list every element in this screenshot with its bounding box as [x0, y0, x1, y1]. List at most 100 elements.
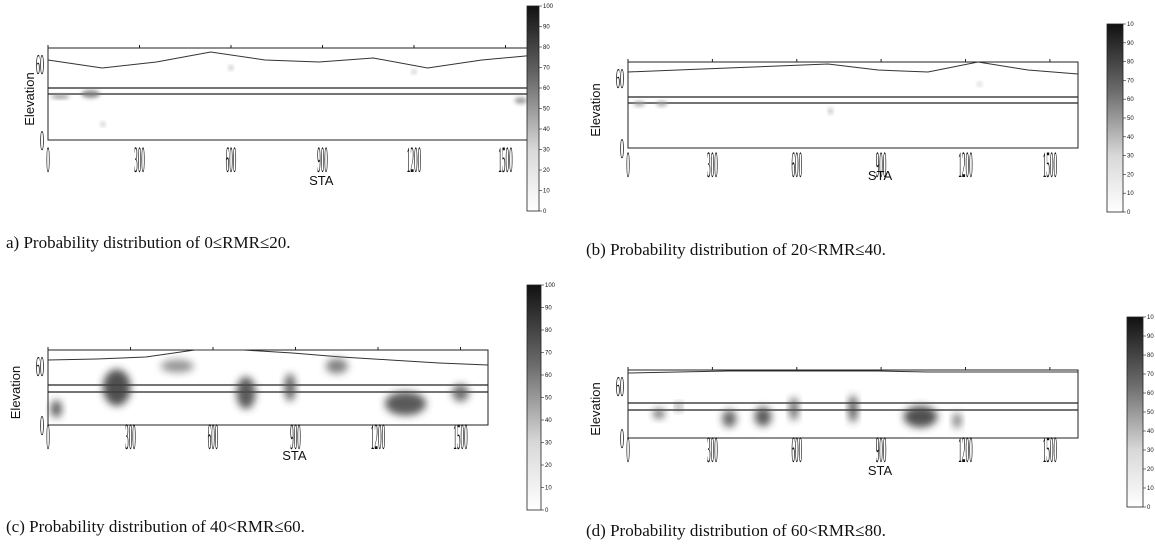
x-tick-label: 0: [626, 144, 630, 186]
colorbar-tick-label: 0: [1147, 505, 1151, 511]
plot-frame: [47, 349, 489, 426]
y-axis-title: Elevation: [8, 366, 23, 419]
panel-a: Elevation 0 60 0 300 600 900 1200 1500 STA 100 90 80…: [0, 0, 575, 275]
y-axis-title: Elevation: [22, 72, 37, 125]
colorbar-tick-label: 80: [545, 328, 552, 334]
y-tick-label: 0: [620, 132, 624, 165]
colorbar-tick-label: 10: [545, 486, 552, 492]
colorbar-tick-label: 30: [1127, 154, 1134, 160]
colorbar-tick-label: 20: [545, 463, 552, 469]
colorbar-tick-label: 40: [545, 418, 552, 424]
plot-frame: [627, 369, 1079, 439]
colorbar-tick-label: 0: [543, 209, 547, 215]
colorbar-tick-label: 10: [1147, 315, 1154, 321]
y-tick-label: 60: [36, 350, 44, 383]
colorbar-tick-label: 30: [1147, 448, 1154, 454]
x-axis-title: STA: [868, 168, 893, 183]
colorbar-tick-label: 60: [1147, 391, 1154, 397]
colorbar-tick-label: 20: [1127, 172, 1134, 178]
caption-c: (c) Probability distribution of 40<RMR≤6…: [6, 517, 305, 536]
ground-surface-line: [47, 51, 537, 69]
x-tick-label: 300: [707, 144, 718, 186]
probability-blob: [722, 409, 737, 428]
x-tick-label: 900: [290, 416, 301, 458]
colorbar-tick-label: 50: [543, 107, 550, 113]
x-axis-title: STA: [868, 463, 893, 478]
colorbar-tick-label: 70: [1147, 372, 1154, 378]
y-axis-title: Elevation: [588, 382, 603, 435]
colorbar-tick-label: 70: [545, 351, 552, 357]
y-tick-label: 0: [40, 124, 44, 157]
y-axis-title: Elevation: [588, 83, 603, 136]
panel-c: Elevation 0 60 0 300 600 900 1200 1500 STA 100 90 80…: [0, 275, 575, 545]
probability-blob: [675, 403, 682, 411]
x-tick-label: 300: [125, 416, 136, 458]
colorbar-tick-label: 90: [545, 306, 552, 312]
colorbar-tick-label: 30: [545, 441, 552, 447]
x-tick-label: 1200: [407, 139, 421, 181]
y-tick-label: 0: [40, 409, 44, 442]
probability-blob: [656, 101, 668, 107]
x-tick-label: 900: [317, 139, 328, 181]
colorbar-tick-label: 40: [543, 127, 550, 133]
probability-blob: [160, 359, 194, 373]
colorbar-tick-label: 90: [1147, 334, 1154, 340]
x-tick-label: 900: [876, 144, 887, 186]
colorbar-tick-label: 10: [543, 189, 550, 195]
x-tick-label: 300: [134, 139, 145, 181]
x-tick-label: 900: [876, 429, 887, 471]
colorbar-tick-label: 100: [543, 4, 554, 10]
probability-blob: [848, 395, 858, 423]
colorbar-tick-label: 0: [1127, 210, 1131, 216]
probability-blob: [284, 373, 296, 402]
probability-blob: [514, 97, 527, 104]
x-tick-label: 600: [791, 144, 802, 186]
probability-blob: [903, 405, 938, 428]
x-axis-title: STA: [309, 173, 334, 188]
probability-blob: [828, 108, 833, 115]
colorbar-tick-label: 50: [545, 396, 552, 402]
probability-blob: [977, 82, 982, 86]
colorbar-tick-label: 40: [1147, 429, 1154, 435]
probability-blob: [452, 384, 469, 402]
x-tick-label: 600: [208, 416, 219, 458]
caption-a: a) Probability distribution of 0≤RMR≤20.: [6, 233, 291, 252]
colorbar: [1126, 316, 1144, 508]
colorbar-tick-label: 0: [545, 508, 549, 514]
x-tick-label: 600: [226, 139, 237, 181]
colorbar-tick-label: 70: [543, 66, 550, 72]
caption-b: (b) Probability distribution of 20<RMR≤4…: [586, 240, 886, 259]
x-tick-label: 0: [626, 429, 630, 471]
colorbar-tick-label: 50: [1127, 116, 1134, 122]
probability-blob: [236, 376, 256, 409]
colorbar: [526, 284, 542, 511]
probability-blob: [229, 65, 233, 70]
colorbar: [1106, 23, 1124, 213]
colorbar-tick-label: 30: [543, 148, 550, 154]
colorbar-tick-label: 80: [1147, 353, 1154, 359]
colorbar-tick-label: 40: [1127, 135, 1134, 141]
x-tick-label: 1500: [453, 416, 467, 458]
x-tick-label: 1500: [1043, 429, 1057, 471]
x-tick-label: 300: [707, 429, 718, 471]
colorbar-tick-label: 20: [543, 168, 550, 174]
probability-blob: [952, 412, 962, 429]
colorbar-tick-label: 50: [1147, 410, 1154, 416]
panel-d: Elevation 0 60 0 300 600 900 1200 1500 STA 10 90 80 7…: [580, 275, 1155, 545]
x-tick-label: 0: [46, 416, 50, 458]
probability-blob: [50, 400, 62, 418]
x-tick-label: 1500: [1043, 144, 1057, 186]
colorbar-tick-label: 90: [543, 25, 550, 31]
probability-blob: [412, 69, 416, 74]
colorbar-tick-label: 60: [543, 86, 550, 92]
plot-frame: [627, 61, 1079, 149]
y-tick-label: 60: [616, 62, 624, 95]
x-tick-label: 1200: [958, 144, 972, 186]
probability-blob: [103, 369, 131, 406]
colorbar-tick-label: 10: [1147, 486, 1154, 492]
ground-surface-line: [47, 349, 489, 366]
y-tick-label: 0: [620, 422, 624, 455]
